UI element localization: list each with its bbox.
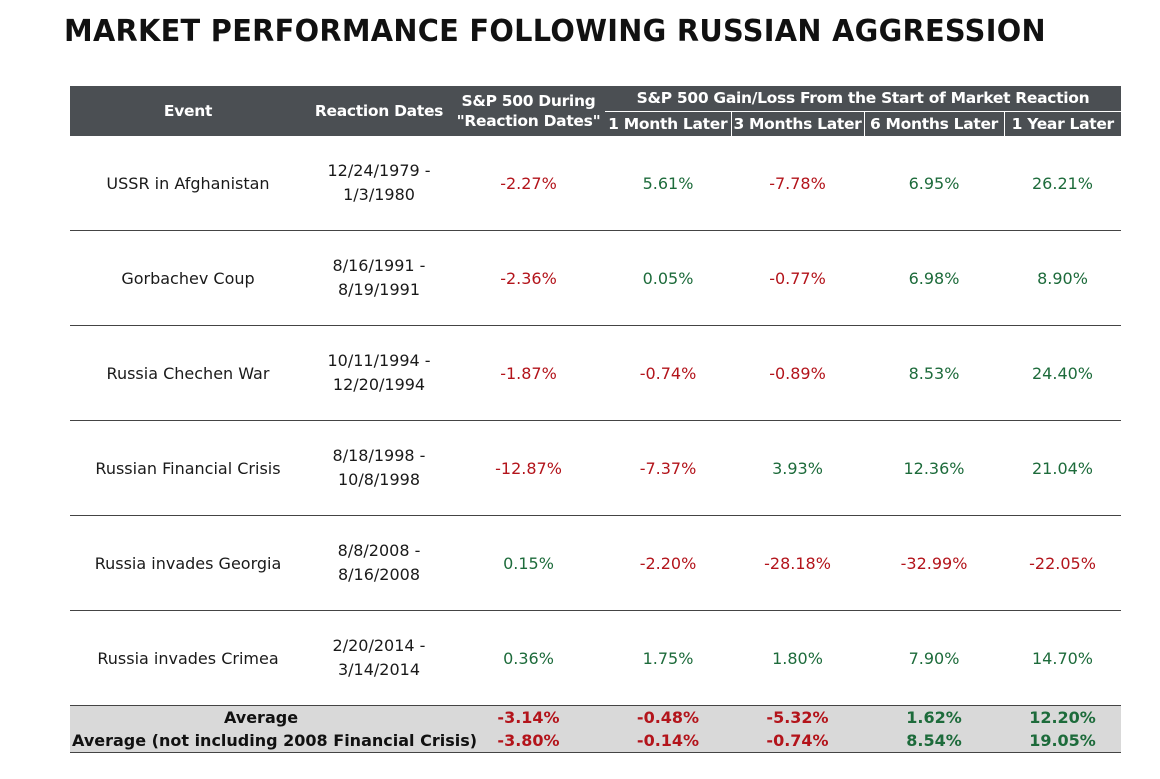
header-event: Event: [70, 86, 306, 136]
dates-cell: 2/20/2014 - 3/14/2014: [306, 610, 452, 706]
dates-end: 10/8/1998: [337, 470, 421, 489]
average-excl-2008-row: Average (not including 2008 Financial Cr…: [70, 729, 1122, 753]
during-cell: 0.15%: [452, 515, 605, 611]
event-cell: USSR in Afghanistan: [70, 136, 306, 231]
event-cell: Russian Financial Crisis: [70, 420, 306, 516]
page-title: MARKET PERFORMANCE FOLLOWING RUSSIAN AGG…: [64, 14, 1046, 49]
dates-start: 8/8/2008 -: [337, 541, 421, 560]
dates-cell: 8/8/2008 - 8/16/2008: [306, 515, 452, 611]
market-performance-table: Event Reaction Dates S&P 500 During S&P …: [70, 86, 1122, 753]
during-cell: -2.36%: [452, 230, 605, 326]
year-1-cell: 14.70%: [1004, 610, 1122, 706]
dates-start: 10/11/1994 -: [327, 351, 431, 370]
year-1-cell: 26.21%: [1004, 136, 1122, 231]
table-row: Russian Financial Crisis 8/18/1998 - 10/8…: [70, 420, 1122, 516]
year-1-cell: 24.40%: [1004, 325, 1122, 421]
average-month-3-cell: -5.32%: [731, 705, 864, 729]
average-excl-month-6-cell: 8.54%: [864, 729, 1004, 753]
dates-cell: 10/11/1994 - 12/20/1994: [306, 325, 452, 421]
month-3-cell: 1.80%: [731, 610, 864, 706]
header-1-year: 1 Year Later: [1003, 111, 1122, 136]
during-cell: 0.36%: [452, 610, 605, 706]
header-reaction-dates: Reaction Dates: [306, 86, 452, 136]
table-row: Russia invades Georgia 8/8/2008 - 8/16/20…: [70, 515, 1122, 611]
year-1-cell: -22.05%: [1004, 515, 1122, 611]
dates-end: 3/14/2014: [337, 660, 421, 679]
average-month-6-cell: 1.62%: [864, 705, 1004, 729]
header-3-months: 3 Months Later: [730, 111, 864, 136]
dates-start: 12/24/1979 -: [327, 161, 431, 180]
average-excl-year-1-cell: 19.05%: [1004, 729, 1122, 753]
dates-end: 12/20/1994: [332, 375, 426, 394]
month-1-cell: 1.75%: [605, 610, 731, 706]
month-6-cell: 12.36%: [864, 420, 1004, 516]
event-cell: Gorbachev Coup: [70, 230, 306, 326]
table-row: Gorbachev Coup 8/16/1991 - 8/19/1991 -2.3…: [70, 230, 1122, 326]
header-gain-loss-group: S&P 500 Gain/Loss From the Start of Mark…: [605, 86, 1122, 112]
average-excl-2008-label: Average (not including 2008 Financial Cr…: [70, 729, 477, 753]
table-row: USSR in Afghanistan 12/24/1979 - 1/3/1980…: [70, 136, 1122, 231]
month-6-cell: 7.90%: [864, 610, 1004, 706]
header-6-months: 6 Months Later: [863, 111, 1004, 136]
average-label: Average: [70, 705, 452, 729]
dates-cell: 12/24/1979 - 1/3/1980: [306, 136, 452, 231]
year-1-cell: 8.90%: [1004, 230, 1122, 326]
month-1-cell: -0.74%: [605, 325, 731, 421]
month-6-cell: -32.99%: [864, 515, 1004, 611]
month-1-cell: 5.61%: [605, 136, 731, 231]
dates-end: 8/16/2008: [337, 565, 421, 584]
table-row: Russia invades Crimea 2/20/2014 - 3/14/20…: [70, 610, 1122, 706]
during-cell: -12.87%: [452, 420, 605, 516]
average-month-1-cell: -0.48%: [605, 705, 731, 729]
average-excl-during-cell: -3.80%: [452, 729, 605, 753]
month-1-cell: -7.37%: [605, 420, 731, 516]
dates-end: 8/19/1991: [337, 280, 421, 299]
average-during-cell: -3.14%: [452, 705, 605, 729]
month-6-cell: 6.95%: [864, 136, 1004, 231]
table-body: USSR in Afghanistan 12/24/1979 - 1/3/1980…: [70, 136, 1122, 753]
dates-cell: 8/16/1991 - 8/19/1991: [306, 230, 452, 326]
month-3-cell: 3.93%: [731, 420, 864, 516]
header-during-line1: S&P 500 During: [452, 86, 605, 111]
event-cell: Russia Chechen War: [70, 325, 306, 421]
dates-cell: 8/18/1998 - 10/8/1998: [306, 420, 452, 516]
year-1-cell: 21.04%: [1004, 420, 1122, 516]
month-3-cell: -0.77%: [731, 230, 864, 326]
header-1-month: 1 Month Later: [605, 111, 731, 136]
dates-start: 8/16/1991 -: [332, 256, 426, 275]
during-cell: -2.27%: [452, 136, 605, 231]
month-1-cell: 0.05%: [605, 230, 731, 326]
average-row: Average -3.14% -0.48% -5.32% 1.62% 12.20…: [70, 705, 1122, 729]
table-row: Russia Chechen War 10/11/1994 - 12/20/199…: [70, 325, 1122, 421]
month-1-cell: -2.20%: [605, 515, 731, 611]
dates-start: 8/18/1998 -: [332, 446, 426, 465]
dates-end: 1/3/1980: [343, 185, 415, 204]
month-6-cell: 8.53%: [864, 325, 1004, 421]
month-3-cell: -7.78%: [731, 136, 864, 231]
table-header: Event Reaction Dates S&P 500 During S&P …: [70, 86, 1122, 136]
month-6-cell: 6.98%: [864, 230, 1004, 326]
average-excl-month-3-cell: -0.74%: [731, 729, 864, 753]
month-3-cell: -0.89%: [731, 325, 864, 421]
event-cell: Russia invades Georgia: [70, 515, 306, 611]
header-during-line2: "Reaction Dates": [452, 111, 605, 136]
dates-start: 2/20/2014 -: [332, 636, 426, 655]
during-cell: -1.87%: [452, 325, 605, 421]
event-cell: Russia invades Crimea: [70, 610, 306, 706]
average-excl-month-1-cell: -0.14%: [605, 729, 731, 753]
month-3-cell: -28.18%: [731, 515, 864, 611]
average-year-1-cell: 12.20%: [1004, 705, 1122, 729]
